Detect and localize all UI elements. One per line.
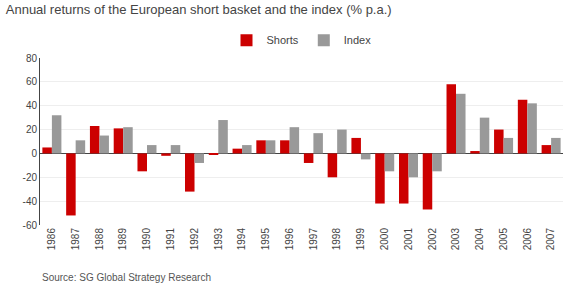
svg-text:2004: 2004 [474, 228, 485, 251]
svg-text:1995: 1995 [260, 228, 271, 251]
svg-text:-40: -40 [23, 196, 38, 207]
svg-text:1998: 1998 [331, 228, 342, 251]
svg-text:20: 20 [26, 124, 38, 135]
svg-text:-60: -60 [23, 220, 38, 231]
svg-text:80: 80 [26, 53, 38, 64]
svg-text:1991: 1991 [165, 228, 176, 251]
svg-text:1989: 1989 [117, 228, 128, 251]
svg-text:60: 60 [26, 76, 38, 87]
svg-text:1992: 1992 [189, 228, 200, 251]
svg-text:40: 40 [26, 100, 38, 111]
svg-text:-20: -20 [23, 172, 38, 183]
svg-text:1988: 1988 [94, 228, 105, 251]
svg-text:2006: 2006 [522, 228, 533, 251]
svg-text:1994: 1994 [236, 228, 247, 251]
svg-text:Shorts: Shorts [267, 34, 299, 46]
svg-text:Annual returns of the European: Annual returns of the European short bas… [6, 2, 392, 17]
svg-text:1997: 1997 [308, 228, 319, 251]
svg-text:2000: 2000 [379, 228, 390, 251]
svg-text:1986: 1986 [46, 228, 57, 251]
svg-text:1999: 1999 [355, 228, 366, 251]
svg-text:2002: 2002 [427, 228, 438, 251]
svg-text:2007: 2007 [545, 228, 556, 251]
svg-text:Source: SG Global Strategy Res: Source: SG Global Strategy Research [42, 272, 211, 283]
svg-text:Index: Index [344, 34, 371, 46]
svg-text:1996: 1996 [284, 228, 295, 251]
svg-text:2005: 2005 [498, 228, 509, 251]
svg-text:2003: 2003 [450, 228, 461, 251]
svg-text:2001: 2001 [403, 228, 414, 251]
svg-text:0: 0 [31, 148, 37, 159]
svg-text:1987: 1987 [70, 228, 81, 251]
svg-text:1993: 1993 [213, 228, 224, 251]
svg-text:1990: 1990 [141, 228, 152, 251]
